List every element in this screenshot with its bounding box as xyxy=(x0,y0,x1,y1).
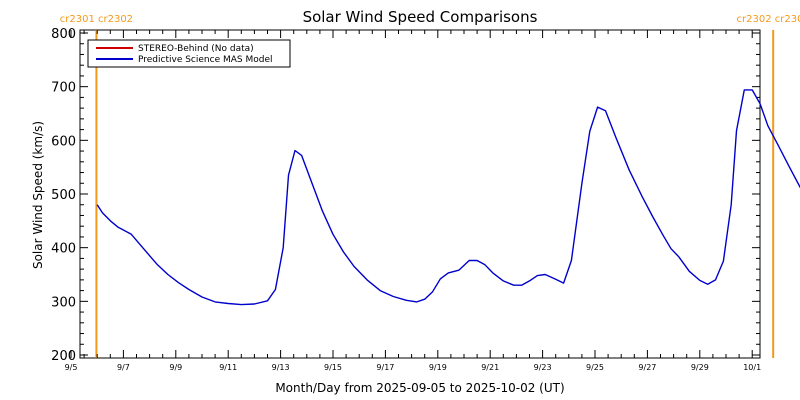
chart-title: Solar Wind Speed Comparisons xyxy=(303,8,538,26)
x-tick-label: 9/7 xyxy=(117,363,130,372)
x-tick-label: 9/29 xyxy=(691,363,709,372)
x-tick-label: 9/11 xyxy=(219,363,237,372)
series-line-mas-model xyxy=(96,89,800,306)
carrington-marker-label: cr2302 cr2303 xyxy=(737,14,800,25)
x-tick-label: 9/25 xyxy=(586,363,604,372)
x-tick-label: 9/5 xyxy=(65,363,78,372)
x-tick-label: 10/1 xyxy=(743,363,761,372)
x-tick-label: 9/17 xyxy=(376,363,394,372)
y-tick-label: 800 xyxy=(51,27,76,42)
x-tick-label: 9/9 xyxy=(169,363,182,372)
y-axis: 200 300 400 500 600 700 800 xyxy=(51,27,760,364)
x-tick-label: 9/21 xyxy=(481,363,499,372)
carrington-marker-label: cr2301 cr2302 xyxy=(60,14,133,25)
carrington-markers: cr2301 cr2302 cr2302 cr2303 xyxy=(60,14,800,358)
x-tick-label: 9/15 xyxy=(324,363,342,372)
y-tick-label: 600 xyxy=(51,134,76,149)
x-axis: 9/5 9/7 9/9 9/11 9/13 9/15 9/17 9/19 9/21 9/23 9/2… xyxy=(65,30,761,372)
legend-label-mas: Predictive Science MAS Model xyxy=(138,55,273,65)
x-tick-label: 9/27 xyxy=(638,363,656,372)
x-tick-label: 9/19 xyxy=(429,363,447,372)
x-tick-label: 9/23 xyxy=(534,363,552,372)
legend: STEREO-Behind (No data) Predictive Scien… xyxy=(87,39,291,68)
y-tick-label: 700 xyxy=(51,81,76,96)
plot-area xyxy=(79,29,761,359)
legend-label-stereo: STEREO-Behind (No data) xyxy=(138,44,254,54)
series-layer xyxy=(96,89,800,306)
x-axis-label: Month/Day from 2025-09-05 to 2025-10-02 … xyxy=(275,381,564,395)
y-tick-label: 300 xyxy=(51,295,76,310)
y-axis-label: Solar Wind Speed (km/s) xyxy=(31,121,45,269)
y-tick-label: 400 xyxy=(51,242,76,257)
y-tick-label: 500 xyxy=(51,188,76,203)
y-tick-label: 200 xyxy=(51,349,76,364)
x-tick-label: 9/13 xyxy=(272,363,290,372)
legend-box xyxy=(87,39,291,68)
